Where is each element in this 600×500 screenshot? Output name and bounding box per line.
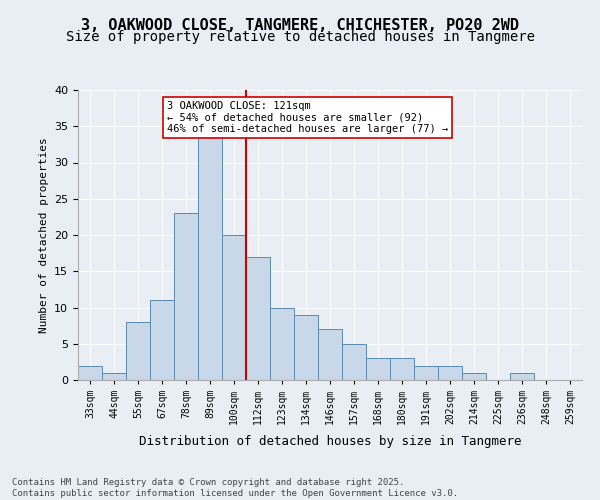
Bar xyxy=(438,366,462,380)
Bar xyxy=(78,366,102,380)
Bar xyxy=(270,308,294,380)
Text: 3 OAKWOOD CLOSE: 121sqm
← 54% of detached houses are smaller (92)
46% of semi-de: 3 OAKWOOD CLOSE: 121sqm ← 54% of detache… xyxy=(167,101,448,134)
X-axis label: Distribution of detached houses by size in Tangmere: Distribution of detached houses by size … xyxy=(139,436,521,448)
Bar xyxy=(510,373,534,380)
Bar xyxy=(342,344,366,380)
Text: Contains HM Land Registry data © Crown copyright and database right 2025.
Contai: Contains HM Land Registry data © Crown c… xyxy=(12,478,458,498)
Bar xyxy=(318,329,342,380)
Bar xyxy=(246,257,270,380)
Bar xyxy=(222,235,246,380)
Bar xyxy=(150,300,174,380)
Bar xyxy=(198,134,222,380)
Bar xyxy=(414,366,438,380)
Text: 3, OAKWOOD CLOSE, TANGMERE, CHICHESTER, PO20 2WD: 3, OAKWOOD CLOSE, TANGMERE, CHICHESTER, … xyxy=(81,18,519,32)
Bar xyxy=(366,358,390,380)
Text: Size of property relative to detached houses in Tangmere: Size of property relative to detached ho… xyxy=(65,30,535,44)
Bar xyxy=(294,315,318,380)
Bar xyxy=(390,358,414,380)
Bar xyxy=(126,322,150,380)
Bar xyxy=(462,373,486,380)
Y-axis label: Number of detached properties: Number of detached properties xyxy=(38,137,49,333)
Bar xyxy=(102,373,126,380)
Bar xyxy=(174,213,198,380)
